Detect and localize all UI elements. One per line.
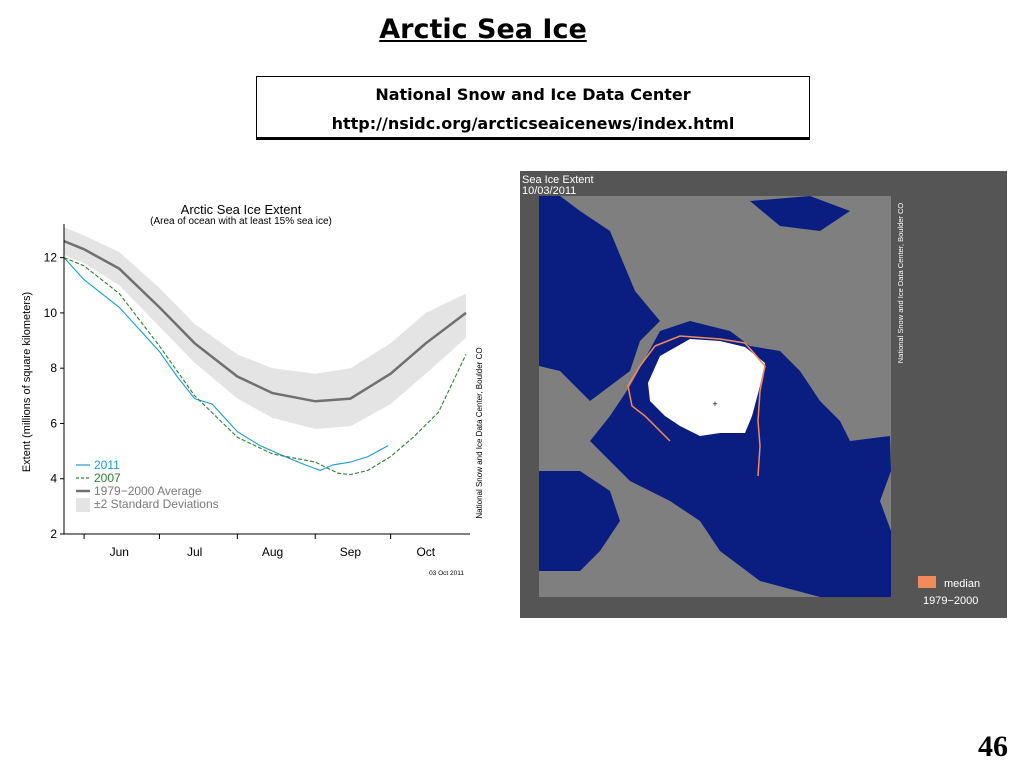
series-2011-line <box>63 257 389 471</box>
source-url: http://nsidc.org/arcticseaicenews/index.… <box>331 114 735 133</box>
x-tick-label: Oct <box>416 545 435 559</box>
median-legend-period: 1979−2000 <box>923 595 978 607</box>
chart-subtitle: (Area of ocean with at least 15% sea ice… <box>150 216 332 227</box>
y-axis-label: Extent (millions of square kilometers) <box>21 292 33 472</box>
y-tick-label: 6 <box>50 416 57 430</box>
y-tick-label: 2 <box>50 527 57 541</box>
slide-title: Arctic Sea Ice <box>379 14 587 45</box>
x-tick-label: Jul <box>187 545 202 559</box>
map-svg: + Sea Ice Extent 10/03/2011 National Sno… <box>520 171 1007 618</box>
chart-svg: 2 4 6 8 10 12 Jun Jul Aug Sep Oct Arctic Sea Ice E… <box>21 202 484 577</box>
legend-label: 2011 <box>94 458 120 472</box>
legend-label: 1979−2000 Average <box>94 484 202 498</box>
page-number: 46 <box>978 730 1008 763</box>
y-tick-label: 4 <box>50 472 57 486</box>
legend-label: 2007 <box>94 471 121 485</box>
chart-date-stamp: 03 Oct 2011 <box>429 570 464 577</box>
y-tick-label: 10 <box>44 306 58 320</box>
source-name: National Snow and Ice Data Center <box>375 85 691 104</box>
median-ice-edge <box>627 335 766 477</box>
median-legend-label: median <box>944 578 980 590</box>
y-tick-label: 8 <box>50 361 57 375</box>
std-dev-band <box>64 227 466 429</box>
map-title: Sea Ice Extent <box>522 174 594 186</box>
map-date: 10/03/2011 <box>522 185 576 197</box>
chart-credit: National Snow and Ice Data Center, Bould… <box>475 347 484 518</box>
x-tick-label: Sep <box>340 545 362 559</box>
chart-title: Arctic Sea Ice Extent <box>181 202 302 217</box>
legend-label: ±2 Standard Deviations <box>94 497 219 511</box>
y-tick-label: 12 <box>44 251 58 265</box>
sea-ice-map: + Sea Ice Extent 10/03/2011 National Sno… <box>520 171 1007 618</box>
legend-swatch-band <box>76 498 90 512</box>
map-credit: National Snow and Ice Data Center, Bould… <box>896 203 905 364</box>
sea-ice <box>648 339 765 436</box>
x-tick-label: Jun <box>110 545 129 559</box>
north-pole-marker: + <box>712 399 717 409</box>
x-tick-label: Aug <box>262 545 283 559</box>
source-box: National Snow and Ice Data Center http:/… <box>256 76 810 138</box>
median-legend-swatch <box>918 576 936 588</box>
sea-ice-extent-chart: 2 4 6 8 10 12 Jun Jul Aug Sep Oct Arctic Sea Ice E… <box>16 170 492 580</box>
average-1979-2000-line <box>63 239 467 403</box>
